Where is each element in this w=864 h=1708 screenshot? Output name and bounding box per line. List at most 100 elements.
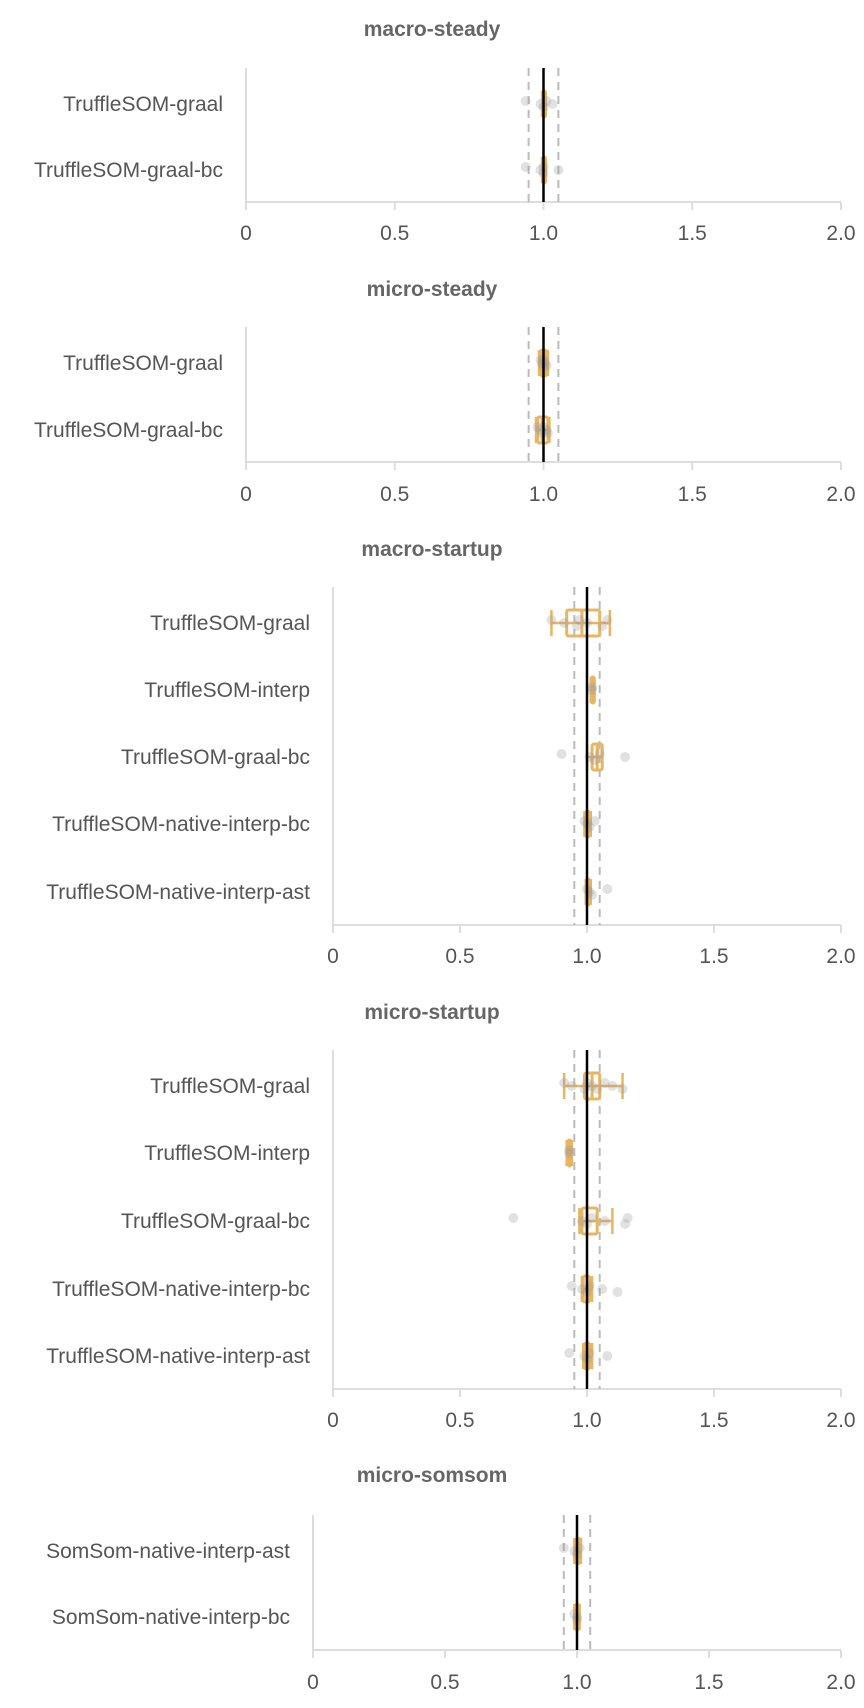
data-point — [587, 685, 598, 695]
row-label: TruffleSOM-graal — [63, 352, 223, 375]
data-point — [571, 621, 582, 631]
data-point — [556, 749, 567, 759]
row-label: TruffleSOM-graal-bc — [121, 1210, 310, 1233]
x-tick-label: 2.0 — [826, 222, 855, 245]
data-point — [542, 428, 553, 438]
data-point — [520, 162, 531, 172]
x-tick-label: 1.0 — [572, 1409, 601, 1432]
panel-macro-steady: macro-steady 0 0.5 1.0 1.5 2.0 TruffleSOM-graa… — [34, 18, 856, 245]
x-tick-label: 0.5 — [380, 483, 409, 506]
box-row: TruffleSOM-graal — [150, 608, 613, 638]
panel-micro-steady: micro-steady 0 0.5 1.0 1.5 2.0 TruffleSOM-graa… — [34, 278, 856, 506]
data-point — [547, 99, 558, 109]
x-tick-label: 0 — [240, 222, 252, 245]
panel-title: micro-steady — [367, 278, 498, 301]
data-point — [546, 615, 557, 625]
data-point — [599, 1216, 610, 1226]
x-tick-label: 0.5 — [445, 945, 474, 968]
row-label: TruffleSOM-interp — [144, 1142, 310, 1165]
data-point — [553, 165, 564, 175]
box-row: TruffleSOM-graal-bc — [34, 415, 553, 445]
box-row: TruffleSOM-interp — [144, 1138, 575, 1168]
data-point — [532, 422, 543, 432]
data-point — [564, 1348, 575, 1358]
x-tick-label: 1.5 — [678, 483, 707, 506]
panel-title: micro-startup — [364, 1001, 499, 1024]
data-point — [597, 1284, 608, 1294]
data-point — [564, 1145, 575, 1155]
box-row: TruffleSOM-graal — [150, 1071, 628, 1101]
row-label: TruffleSOM-graal — [150, 1075, 310, 1098]
panel-macro-startup: macro-startup 0 0.5 1.0 1.5 2.0 TruffleSOM-gra… — [46, 538, 855, 968]
data-point — [622, 1213, 633, 1223]
data-point — [592, 1084, 603, 1094]
data-point — [597, 621, 608, 631]
x-tick-label: 2.0 — [826, 945, 855, 968]
data-point — [589, 755, 600, 765]
x-tick-label: 0 — [327, 945, 339, 968]
x-tick-label: 1.0 — [529, 483, 558, 506]
data-point — [607, 1081, 618, 1091]
data-point — [587, 1213, 598, 1223]
panel-title: micro-somsom — [357, 1464, 508, 1487]
x-tick-label: 0 — [327, 1409, 339, 1432]
panel-title: macro-startup — [361, 538, 502, 561]
row-label: TruffleSOM-interp — [144, 679, 310, 702]
box — [580, 1206, 599, 1236]
data-point — [599, 1078, 610, 1088]
row-label: TruffleSOM-graal — [63, 93, 223, 116]
data-point — [620, 752, 631, 762]
data-point — [587, 682, 598, 692]
x-tick-label: 0.5 — [430, 1671, 459, 1694]
data-point — [564, 1148, 575, 1158]
box-row: TruffleSOM-native-interp-ast — [46, 1341, 613, 1371]
data-point — [589, 816, 600, 826]
x-tick-label: 0.5 — [380, 222, 409, 245]
box-row: SomSom-native-interp-bc — [52, 1602, 582, 1632]
x-tick-label: 1.0 — [562, 1671, 591, 1694]
data-point — [612, 1287, 623, 1297]
data-point — [558, 1543, 569, 1553]
x-tick-label: 1.0 — [572, 945, 601, 968]
data-point — [587, 1081, 598, 1091]
box-row: TruffleSOM-native-interp-bc — [52, 1274, 623, 1304]
row-label: TruffleSOM-graal-bc — [34, 159, 223, 182]
data-point — [520, 96, 531, 106]
data-point — [602, 1351, 613, 1361]
data-point — [566, 1081, 577, 1091]
row-label: TruffleSOM-native-interp-bc — [52, 1278, 310, 1301]
x-tick-label: 1.5 — [678, 222, 707, 245]
data-point — [576, 1216, 587, 1226]
box-row: TruffleSOM-interp — [144, 675, 598, 705]
row-label: TruffleSOM-graal — [150, 612, 310, 635]
row-label: TruffleSOM-native-interp-ast — [46, 881, 310, 904]
box-row: TruffleSOM-graal-bc — [121, 742, 631, 772]
x-tick-label: 1.5 — [699, 1409, 728, 1432]
x-tick-label: 1.5 — [699, 945, 728, 968]
x-tick-label: 1.0 — [529, 222, 558, 245]
box-row: TruffleSOM-graal — [63, 348, 552, 378]
x-tick-label: 2.0 — [826, 1409, 855, 1432]
box-row: TruffleSOM-native-interp-ast — [46, 877, 613, 907]
box-row: SomSom-native-interp-ast — [46, 1536, 585, 1566]
data-point — [594, 749, 605, 759]
panel-micro-startup: micro-startup 0 0.5 1.0 1.5 2.0 TruffleSOM-gra… — [46, 1001, 855, 1432]
data-point — [602, 615, 613, 625]
data-point — [559, 1078, 570, 1088]
row-label: TruffleSOM-native-interp-ast — [46, 1345, 310, 1368]
data-point — [574, 615, 585, 625]
row-label: TruffleSOM-graal-bc — [121, 746, 310, 769]
row-label: SomSom-native-interp-ast — [46, 1540, 290, 1563]
row-label: TruffleSOM-native-interp-bc — [52, 813, 310, 836]
data-point — [617, 1084, 628, 1094]
x-tick-label: 2.0 — [826, 483, 855, 506]
box-row: TruffleSOM-graal-bc — [34, 155, 564, 185]
box-row: TruffleSOM-native-interp-bc — [52, 809, 600, 839]
x-tick-label: 1.5 — [694, 1671, 723, 1694]
x-tick-label: 2.0 — [826, 1671, 855, 1694]
panel-title: macro-steady — [364, 18, 501, 41]
row-label: TruffleSOM-graal-bc — [34, 419, 223, 442]
data-point — [508, 1213, 519, 1223]
data-point — [587, 890, 598, 900]
